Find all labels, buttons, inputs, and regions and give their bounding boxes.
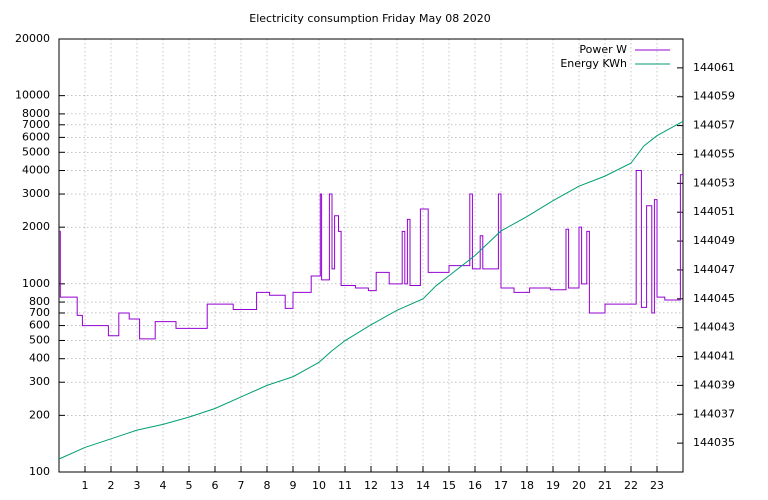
y2-tick-label: 144061 — [693, 61, 735, 74]
y2-tick-label: 144051 — [693, 205, 735, 218]
data-line — [58, 120, 684, 460]
y-tick-label: 4000 — [22, 164, 50, 177]
legend-label: Energy KWh — [560, 57, 627, 70]
x-tick-label: 3 — [134, 479, 141, 492]
x-tick-label: 1 — [82, 479, 89, 492]
legend-label: Power W — [579, 43, 627, 56]
x-tick-label: 20 — [572, 479, 586, 492]
x-tick-label: 9 — [290, 479, 297, 492]
y-tick-label: 10000 — [15, 89, 50, 102]
y-tick-label: 200 — [29, 408, 50, 421]
y-tick-label: 7000 — [22, 118, 50, 131]
y-tick-label: 300 — [29, 375, 50, 388]
x-tick-label: 7 — [238, 479, 245, 492]
data-line — [59, 170, 683, 340]
x-tick-label: 17 — [494, 479, 508, 492]
y2-tick-label: 144039 — [693, 378, 735, 391]
y2-tick-label: 144047 — [693, 263, 735, 276]
y2-tick-label: 144053 — [693, 176, 735, 189]
y2-tick-label: 144041 — [693, 350, 735, 363]
x-tick-label: 2 — [108, 479, 115, 492]
y2-tick-label: 144059 — [693, 90, 735, 103]
y-tick-label: 20000 — [15, 32, 50, 45]
y2-tick-label: 144043 — [693, 321, 735, 334]
y-tick-label: 100 — [29, 465, 50, 478]
x-tick-label: 13 — [390, 479, 404, 492]
y2-tick-label: 144055 — [693, 147, 735, 160]
x-tick-label: 12 — [364, 479, 378, 492]
x-tick-label: 10 — [312, 479, 326, 492]
y-tick-label: 800 — [29, 295, 50, 308]
y2-tick-label: 144045 — [693, 292, 735, 305]
y-tick-label: 1000 — [22, 277, 50, 290]
y-tick-label: 600 — [29, 319, 50, 332]
x-tick-label: 6 — [212, 479, 219, 492]
x-tick-label: 22 — [624, 479, 638, 492]
y2-tick-label: 144035 — [693, 436, 735, 449]
x-tick-label: 16 — [468, 479, 482, 492]
x-tick-label: 18 — [520, 479, 534, 492]
y-tick-label: 3000 — [22, 187, 50, 200]
x-tick-label: 5 — [186, 479, 193, 492]
y2-tick-label: 144037 — [693, 407, 735, 420]
x-tick-label: 21 — [598, 479, 612, 492]
y-tick-label: 5000 — [22, 145, 50, 158]
x-tick-label: 19 — [546, 479, 560, 492]
y-tick-label: 700 — [29, 306, 50, 319]
y-tick-label: 500 — [29, 333, 50, 346]
y2-tick-label: 144049 — [693, 234, 735, 247]
y2-tick-label: 144057 — [693, 119, 735, 132]
y-tick-label: 6000 — [22, 130, 50, 143]
plot-border — [58, 38, 684, 473]
x-tick-label: 14 — [416, 479, 430, 492]
x-tick-label: 11 — [338, 479, 352, 492]
y-tick-label: 2000 — [22, 220, 50, 233]
y-tick-label: 8000 — [22, 107, 50, 120]
chart-title: Electricity consumption Friday May 08 20… — [249, 12, 490, 25]
x-tick-label: 15 — [442, 479, 456, 492]
x-tick-label: 4 — [160, 479, 167, 492]
x-tick-label: 8 — [264, 479, 271, 492]
y-tick-label: 400 — [29, 352, 50, 365]
x-tick-label: 23 — [650, 479, 664, 492]
